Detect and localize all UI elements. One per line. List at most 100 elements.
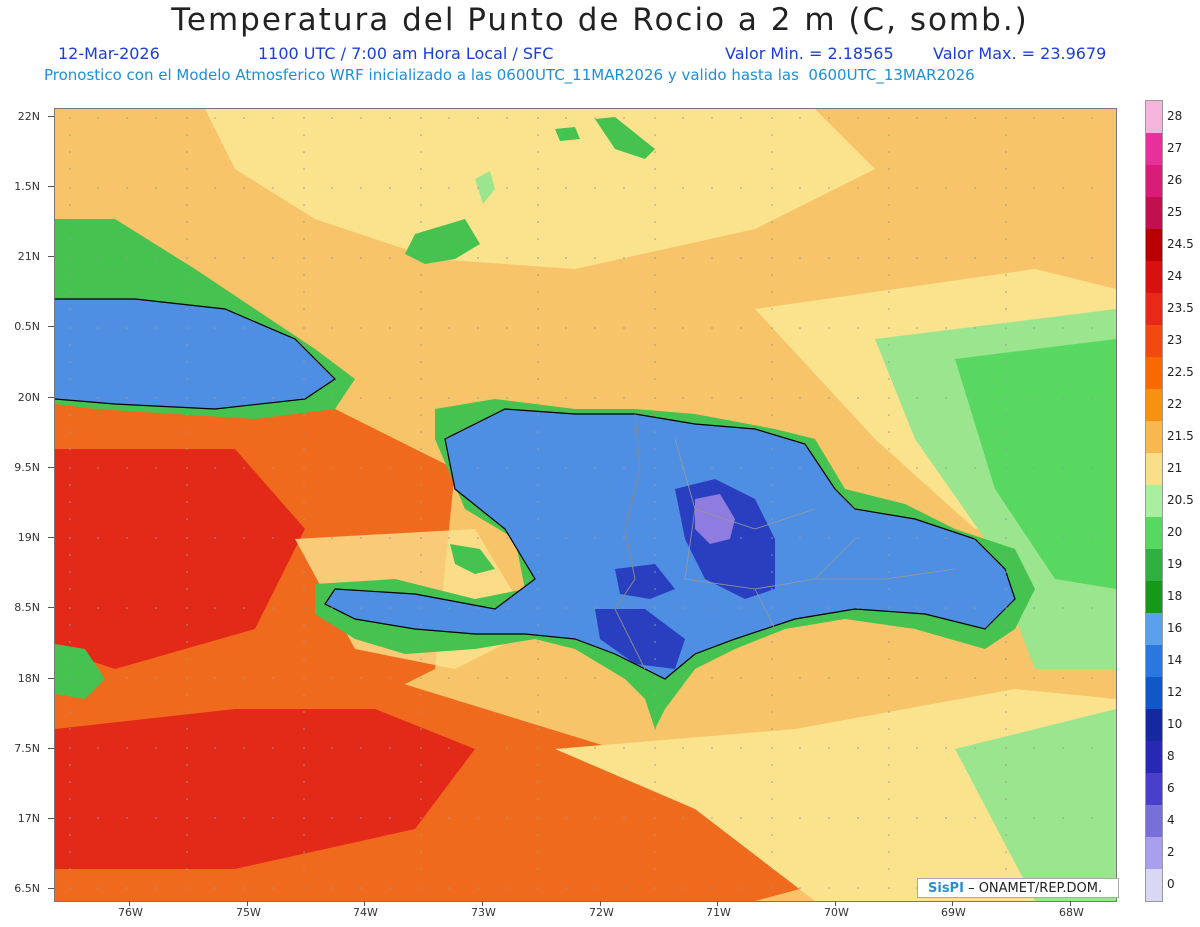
legend-level-label: 21 (1167, 461, 1183, 475)
lat-label-16-5n: 6.5N (14, 882, 40, 895)
legend-level-label: 0 (1167, 877, 1175, 891)
legend-level-label: 21.5 (1167, 429, 1194, 443)
lat-label-20-5n: 0.5N (14, 320, 40, 333)
lon-label-68w: 68W (1059, 906, 1084, 919)
lat-tick (48, 607, 54, 608)
legend-level-label: 20 (1167, 525, 1183, 539)
lat-tick (48, 888, 54, 889)
dew-point-map (54, 108, 1117, 902)
lon-tick (129, 901, 130, 906)
legend-level-label: 28 (1167, 109, 1183, 123)
lat-tick (48, 116, 54, 117)
lon-tick (1070, 901, 1071, 906)
legend-level-label: 6 (1167, 781, 1175, 795)
legend-level-label: 25 (1167, 205, 1183, 219)
lon-label-69w: 69W (941, 906, 966, 919)
legend-swatch (1146, 325, 1162, 357)
lat-label-17-5n: 7.5N (14, 742, 40, 755)
legend-swatch (1146, 613, 1162, 645)
legend-level-label: 10 (1167, 717, 1183, 731)
legend-level-label: 26 (1167, 173, 1183, 187)
lon-label-76w: 76W (118, 906, 143, 919)
legend-swatch (1146, 165, 1162, 197)
lon-label-74w: 74W (353, 906, 378, 919)
lat-tick (48, 186, 54, 187)
legend-level-label: 14 (1167, 653, 1183, 667)
lat-label-21n: 21N (17, 250, 40, 263)
legend-level-label: 22.5 (1167, 365, 1194, 379)
map-title: Temperatura del Punto de Rocio a 2 m (C,… (171, 2, 1029, 38)
lon-tick (600, 901, 601, 906)
lat-tick (48, 256, 54, 257)
lon-tick (717, 901, 718, 906)
lat-tick (48, 467, 54, 468)
legend-swatch (1146, 421, 1162, 453)
credit-text: – ONAMET/REP.DOM. (968, 881, 1103, 896)
legend-swatch (1146, 677, 1162, 709)
lat-label-19n: 19N (17, 531, 40, 544)
grid-dots (55, 109, 1116, 901)
sispi-logo: SisPI (928, 881, 964, 896)
lat-label-19-5n: 9.5N (14, 461, 40, 474)
legend-level-label: 12 (1167, 685, 1183, 699)
lat-tick (48, 537, 54, 538)
lon-label-71w: 71W (706, 906, 731, 919)
lat-label-18n: 18N (17, 672, 40, 685)
lon-tick (247, 901, 248, 906)
lon-label-73w: 73W (471, 906, 496, 919)
legend-level-label: 24.5 (1167, 237, 1194, 251)
legend-level-label: 27 (1167, 141, 1183, 155)
lat-tick (48, 397, 54, 398)
legend-swatch (1146, 133, 1162, 165)
model-info: Pronostico con el Modelo Atmosferico WRF… (44, 66, 975, 84)
forecast-time: 1100 UTC / 7:00 am Hora Local / SFC (258, 44, 554, 63)
legend-swatch (1146, 261, 1162, 293)
legend-level-label: 24 (1167, 269, 1183, 283)
color-legend (1145, 100, 1163, 902)
lat-label-22n: 22N (17, 110, 40, 123)
legend-swatch (1146, 837, 1162, 869)
lat-label-20n: 20N (17, 391, 40, 404)
lat-label-21-5n: 1.5N (14, 180, 40, 193)
lon-label-72w: 72W (589, 906, 614, 919)
legend-swatch (1146, 645, 1162, 677)
legend-swatch (1146, 773, 1162, 805)
lat-label-17n: 17N (17, 812, 40, 825)
forecast-date: 12-Mar-2026 (58, 44, 160, 63)
legend-level-label: 8 (1167, 749, 1175, 763)
legend-level-label: 23.5 (1167, 301, 1194, 315)
legend-swatch (1146, 229, 1162, 261)
legend-swatch (1146, 517, 1162, 549)
legend-level-label: 20.5 (1167, 493, 1194, 507)
lat-tick (48, 818, 54, 819)
credit-box: SisPI – ONAMET/REP.DOM. (917, 878, 1119, 898)
legend-swatch (1146, 453, 1162, 485)
lon-tick (835, 901, 836, 906)
legend-swatch (1146, 293, 1162, 325)
legend-level-label: 4 (1167, 813, 1175, 827)
legend-level-label: 2 (1167, 845, 1175, 859)
lon-tick (952, 901, 953, 906)
legend-swatch (1146, 805, 1162, 837)
legend-swatch (1146, 357, 1162, 389)
lon-tick (482, 901, 483, 906)
legend-level-label: 18 (1167, 589, 1183, 603)
legend-swatch (1146, 101, 1162, 133)
lon-tick (364, 901, 365, 906)
legend-level-label: 23 (1167, 333, 1183, 347)
legend-level-label: 19 (1167, 557, 1183, 571)
lon-label-70w: 70W (824, 906, 849, 919)
min-value: Valor Min. = 2.18565 (725, 44, 894, 63)
legend-swatch (1146, 197, 1162, 229)
legend-swatch (1146, 485, 1162, 517)
map-canvas (55, 109, 1116, 901)
lat-tick (48, 748, 54, 749)
lat-label-18-5n: 8.5N (14, 601, 40, 614)
lon-label-75w: 75W (236, 906, 261, 919)
legend-level-label: 22 (1167, 397, 1183, 411)
lat-tick (48, 678, 54, 679)
max-value: Valor Max. = 23.9679 (933, 44, 1107, 63)
lat-tick (48, 326, 54, 327)
legend-swatch (1146, 581, 1162, 613)
legend-swatch (1146, 741, 1162, 773)
